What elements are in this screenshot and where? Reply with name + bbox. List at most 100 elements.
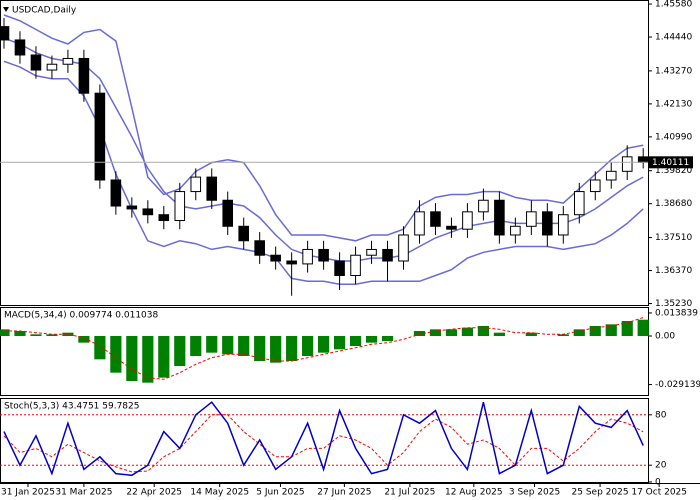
x-tick-label: 3 Sep 2025 [509, 488, 560, 498]
macd-bar [286, 336, 298, 361]
panel-frame [0, 398, 649, 483]
candle-body [430, 211, 441, 227]
candle-body [637, 156, 649, 163]
y-tick-label: 0.00 [655, 332, 675, 342]
stoch-title: Stoch(5,3,3) 43.4751 59.7825 [4, 402, 139, 412]
macd-bar [238, 336, 250, 356]
candle-body [62, 57, 74, 65]
y-tick-label: 1.35230 [655, 299, 692, 309]
y-tick-label: 80 [655, 410, 667, 420]
x-tick-label: 25 Sep 2025 [572, 488, 629, 498]
macd-bar [94, 336, 106, 360]
candle-body [494, 199, 505, 236]
x-tick-label: 31 Jan 2025 [1, 488, 55, 498]
macd-bar [637, 319, 649, 336]
macd-bar [413, 331, 426, 336]
macd-bar [78, 336, 90, 343]
macd-bar [477, 326, 489, 336]
candle-body [94, 92, 106, 181]
last-price-label: 1.40111 [652, 158, 689, 168]
macd-bar [573, 329, 585, 336]
macd-bar [605, 324, 617, 336]
macd-bar [254, 336, 266, 361]
y-tick-label: 1.43270 [655, 66, 692, 76]
y-tick-label: 1.42130 [655, 99, 692, 109]
candle-body [302, 248, 313, 265]
macd-bar [142, 336, 154, 383]
menu-icon [3, 7, 9, 12]
x-tick-label: 14 May 2025 [190, 488, 249, 498]
bollinger-upper [3, 14, 644, 242]
macd-bar [0, 329, 10, 336]
signal-line [4, 317, 644, 380]
x-tick-label: 27 Jun 2025 [317, 488, 371, 498]
y-tick-label: 1.40990 [655, 132, 692, 142]
candle-body [126, 205, 138, 210]
macd-bar [525, 332, 537, 336]
candle-body [78, 57, 90, 94]
macd-bar [333, 336, 346, 350]
candle-body [286, 260, 297, 265]
candle-body [14, 39, 26, 56]
candle-body [382, 248, 393, 262]
macd-bar [126, 336, 138, 381]
y-tick-label: -0.029139 [655, 380, 700, 390]
candle-body [46, 63, 58, 71]
macd-bar [158, 336, 170, 378]
macd-bar [190, 336, 202, 356]
y-tick-label: 1.44440 [655, 33, 692, 43]
candle-body [542, 211, 553, 236]
macd-bar [46, 334, 58, 336]
macd-bar [493, 332, 505, 336]
x-tick-label: 5 Jun 2025 [256, 488, 304, 498]
candle-body [0, 26, 10, 41]
macd-bar [349, 336, 362, 346]
candle-body [206, 176, 218, 201]
macd-bar [270, 336, 282, 363]
candle-body [222, 199, 234, 227]
candle-body [366, 248, 377, 256]
candle-body [158, 214, 170, 222]
x-tick-label: 12 Aug 2025 [445, 488, 503, 498]
candle-body [238, 225, 249, 242]
candle-body [478, 199, 489, 213]
signal-line [3, 414, 644, 473]
x-tick-label: 31 Mar 2025 [55, 488, 112, 498]
candle-body [142, 208, 154, 216]
x-tick-label: 17 Oct 2025 [631, 488, 687, 498]
x-tick-label: 22 Apr 2025 [126, 488, 182, 498]
macd-bar [621, 321, 633, 336]
macd-bar [445, 329, 458, 336]
macd-bar [318, 336, 330, 353]
y-tick-label: 1.39820 [655, 166, 692, 176]
candle-body [190, 176, 202, 193]
candle-body [350, 254, 361, 276]
candle-body [558, 214, 569, 236]
macd-bar [429, 329, 442, 336]
candle-body [398, 234, 409, 262]
macd-bar [365, 336, 378, 343]
macd-bar [222, 336, 234, 355]
y-tick-label: 0.013839 [655, 308, 698, 318]
macd-bar [302, 336, 314, 356]
macd-bar [174, 336, 186, 366]
macd-bar [557, 334, 569, 336]
x-tick-label: 21 Jul 2025 [384, 488, 435, 498]
macd-bar [461, 327, 474, 336]
y-tick-label: 20 [655, 461, 667, 471]
y-tick-label: 1.38680 [655, 199, 692, 209]
candle-body [270, 254, 281, 262]
macd-bar [30, 334, 42, 336]
candle-body [334, 260, 345, 276]
macd-bar [110, 336, 122, 373]
y-tick-label: 0 [655, 478, 661, 488]
macd-bar [589, 326, 601, 336]
candle-body [526, 211, 537, 227]
candle-body [589, 179, 601, 193]
stoch-line [3, 401, 644, 477]
y-tick-label: 1.36370 [655, 266, 692, 276]
chart-title: USDCAD,Daily [12, 6, 77, 16]
candle-body [254, 240, 265, 256]
